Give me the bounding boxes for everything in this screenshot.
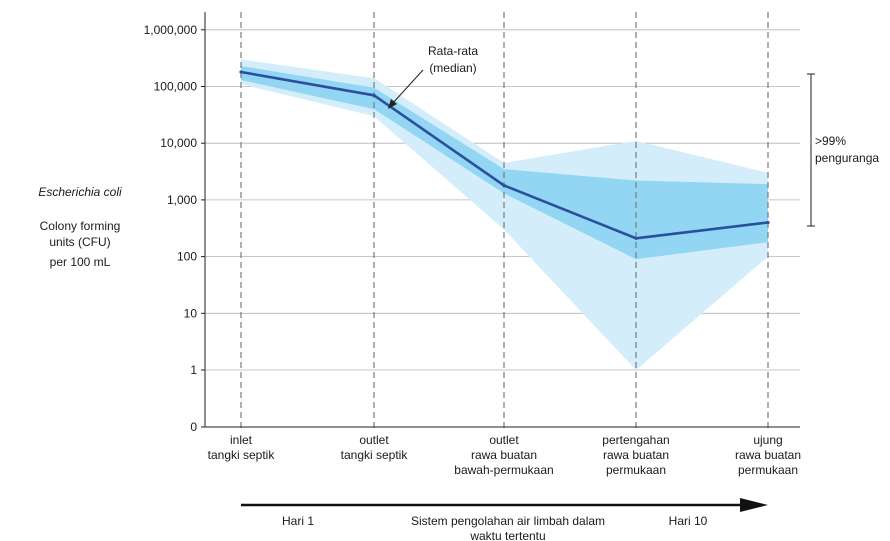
x-category-label-1-line-1: tangki septik	[341, 448, 409, 462]
y-tick-label-7: 1,000,000	[144, 23, 198, 37]
y-axis-label-line-2: units (CFU)	[49, 235, 110, 249]
median-point-0	[239, 70, 242, 73]
y-tick-label-0: 0	[190, 420, 197, 434]
y-tick-label-5: 10,000	[160, 136, 197, 150]
median-annotation-line-1: Rata-rata	[428, 44, 478, 58]
median-point-4	[766, 221, 769, 224]
y-tick-label-2: 10	[184, 306, 198, 320]
time-axis-title-line-2: waktu tertentu	[469, 529, 545, 541]
time-axis-end: Hari 10	[669, 514, 708, 528]
x-category-label-1-line-0: outlet	[359, 433, 389, 447]
x-category-label-4-line-1: rawa buatan	[735, 448, 801, 462]
y-tick-label-4: 1,000	[167, 193, 197, 207]
x-category-label-2-line-1: rawa buatan	[471, 448, 537, 462]
median-point-3	[634, 237, 637, 240]
x-category-label-0-line-1: tangki septik	[208, 448, 276, 462]
x-category-label-0-line-0: inlet	[230, 433, 253, 447]
y-axis-species: Escherichia coli	[38, 185, 122, 199]
y-tick-label-1: 1	[190, 363, 197, 377]
x-category-label-3-line-0: pertengahan	[602, 433, 669, 447]
y-axis-label-line-1: Colony forming	[40, 219, 121, 233]
median-point-2	[502, 184, 505, 187]
x-category-label-2-line-2: bawah-permukaan	[454, 463, 553, 477]
median-annotation-line-2: (median)	[429, 61, 476, 75]
x-category-label-3-line-1: rawa buatan	[603, 448, 669, 462]
reduction-annotation-line-1: >99%	[815, 134, 846, 148]
label-layer: Escherichia coli Colony forming units (C…	[38, 23, 879, 541]
time-axis-start: Hari 1	[282, 514, 314, 528]
time-axis-title-line-1: Sistem pengolahan air limbah dalam	[411, 514, 605, 528]
x-category-label-2-line-0: outlet	[489, 433, 519, 447]
reduction-annotation-line-2: penguranga	[815, 151, 879, 165]
x-category-label-4-line-2: permukaan	[738, 463, 798, 477]
y-axis-label-line-3: per 100 mL	[50, 255, 111, 269]
decoration-layer	[241, 70, 815, 512]
y-tick-label-6: 100,000	[154, 80, 198, 94]
y-tick-label-3: 100	[177, 250, 197, 264]
time-arrow-head	[740, 498, 768, 512]
x-category-label-4-line-0: ujung	[753, 433, 782, 447]
x-category-label-3-line-2: permukaan	[606, 463, 666, 477]
median-pointer-line	[392, 70, 423, 104]
median-point-1	[372, 94, 375, 97]
